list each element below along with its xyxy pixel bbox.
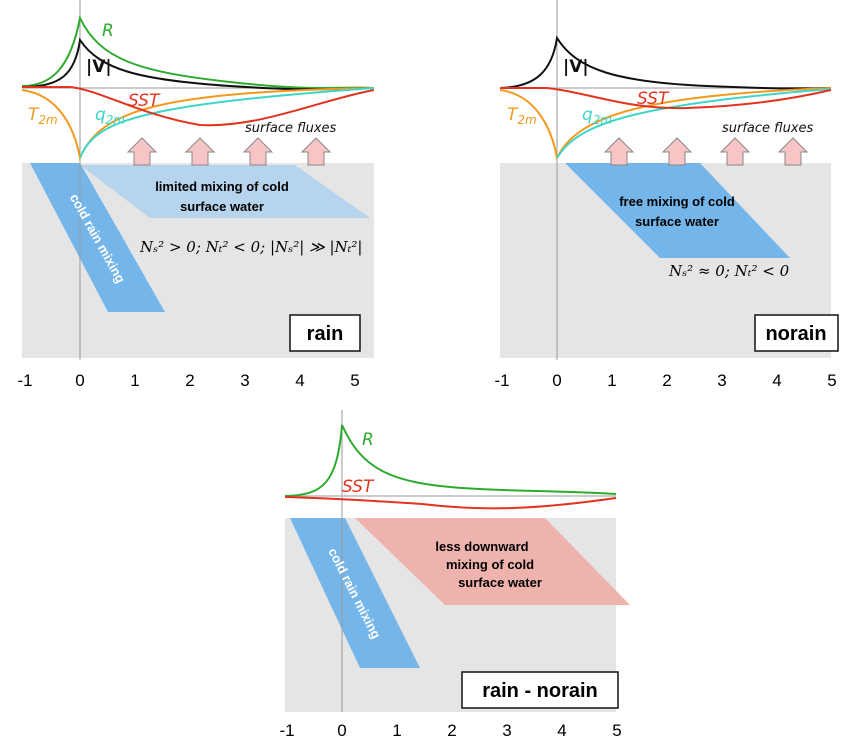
q2m-label: q2m <box>95 105 125 127</box>
x-tick-label: 3 <box>502 721 511 740</box>
q2m-curve <box>556 88 832 159</box>
t2m-main: T <box>28 105 40 125</box>
x-tick-label: 0 <box>337 721 346 740</box>
x-tick-label: 3 <box>240 371 249 390</box>
mixing-label: limited mixing of cold <box>155 179 289 194</box>
panel-label-box <box>754 314 839 352</box>
flux-arrow <box>127 137 157 166</box>
mixing-label: mixing of cold <box>446 557 534 572</box>
flux-arrow <box>301 137 331 166</box>
x-tick-label: 1 <box>607 371 616 390</box>
rain-mixing-region <box>290 518 420 668</box>
t2m-label: T2m <box>28 105 58 127</box>
q2m-main: q <box>95 105 106 125</box>
r-label: R <box>362 430 374 450</box>
r-curve <box>284 424 617 497</box>
x-tick-label: -1 <box>17 371 32 390</box>
panel-difference: R SST less downward mixing of cold surfa… <box>279 410 630 740</box>
surface-fluxes-label: surface fluxes <box>722 121 814 136</box>
q2m-curve <box>79 87 375 159</box>
q2m-sub: 2m <box>593 113 612 127</box>
mixing-label: surface water <box>180 199 264 214</box>
mixing-label: free mixing of cold <box>619 194 735 209</box>
v-label: |V| <box>86 57 112 77</box>
panel-rain: R |V| SST T2m q2m surface fluxes limited… <box>17 0 375 390</box>
q2m-main: q <box>582 105 593 125</box>
surface-fluxes-label: surface fluxes <box>245 121 337 136</box>
flux-arrow <box>243 137 273 166</box>
mixing-region <box>80 165 370 218</box>
sst-curve <box>284 496 617 510</box>
panel-label: rain <box>307 323 344 345</box>
r-curve <box>21 14 375 89</box>
panel-label: norain <box>765 323 826 345</box>
x-tick-label: -1 <box>279 721 294 740</box>
v-curve <box>499 35 832 90</box>
q2m-label: q2m <box>582 105 612 127</box>
q2m-sub: 2m <box>106 113 125 127</box>
t2m-sub: 2m <box>38 113 57 127</box>
x-tick-label: 3 <box>717 371 726 390</box>
sst-label: SST <box>128 91 161 111</box>
panel-label-box <box>461 671 619 709</box>
t2m-curve <box>499 87 832 162</box>
x-tick-label: 5 <box>350 371 359 390</box>
x-tick-label: 5 <box>612 721 621 740</box>
x-tick-label: 2 <box>185 371 194 390</box>
mixing-label: less downward <box>435 539 528 554</box>
flux-arrow <box>185 137 215 166</box>
mixing-label: surface water <box>458 575 542 590</box>
flux-arrow <box>720 137 750 166</box>
flux-arrow <box>604 137 634 166</box>
v-curve <box>21 37 375 91</box>
panel-label: rain - norain <box>482 680 598 702</box>
equation: Nₛ² ≈ 0; Nₜ² < 0 <box>668 262 790 280</box>
sst-curve <box>500 87 832 110</box>
x-tick-label: 5 <box>827 371 836 390</box>
t2m-sub: 2m <box>517 113 536 127</box>
v-label: |V| <box>563 57 589 77</box>
x-tick-label: 0 <box>552 371 561 390</box>
x-tick-label: 1 <box>130 371 139 390</box>
rain-mixing-region <box>30 163 165 312</box>
panel-label-box <box>289 314 361 352</box>
sst-curve <box>22 86 375 127</box>
sst-label: SST <box>342 477 375 497</box>
x-tick-label: 2 <box>662 371 671 390</box>
flux-arrow <box>778 137 808 166</box>
x-axis: -1 0 1 2 3 4 5 <box>494 371 836 390</box>
x-tick-label: 1 <box>392 721 401 740</box>
mixing-region <box>355 518 630 605</box>
x-tick-label: 4 <box>295 371 304 390</box>
mixing-label: surface water <box>635 214 719 229</box>
x-tick-label: 2 <box>447 721 456 740</box>
mixing-region <box>565 163 790 258</box>
t2m-label: T2m <box>507 105 537 127</box>
x-axis: -1 0 1 2 3 4 5 <box>279 721 621 740</box>
x-tick-label: 4 <box>772 371 781 390</box>
panel-norain: |V| SST T2m q2m surface fluxes free mixi… <box>494 0 839 390</box>
equation: Nₛ² > 0; Nₜ² < 0; |Nₛ²| ≫ |Nₜ²| <box>139 238 362 256</box>
x-axis: -1 0 1 2 3 4 5 <box>17 371 359 390</box>
x-tick-label: 4 <box>557 721 566 740</box>
r-label: R <box>102 21 114 41</box>
x-tick-label: 0 <box>75 371 84 390</box>
t2m-main: T <box>507 105 519 125</box>
x-tick-label: -1 <box>494 371 509 390</box>
flux-arrow <box>662 137 692 166</box>
sst-label: SST <box>637 89 670 109</box>
